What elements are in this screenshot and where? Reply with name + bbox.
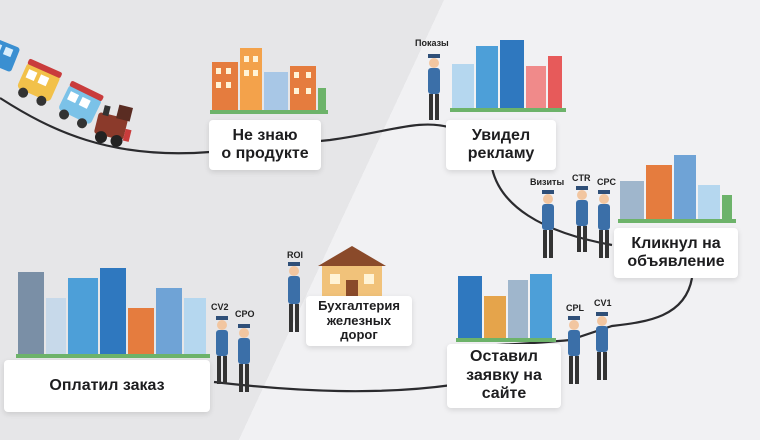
steam-train-icon [0,37,133,147]
stage-clicked-card: Кликнул на объявление [614,228,738,278]
metric-cv1-label: CV1 [594,298,612,308]
house-icon [314,246,392,302]
stage-paid-card: Оплатил заказ [4,360,210,412]
inspector-icon [238,324,250,392]
city-buildings-icon [456,274,556,342]
metric-visits-label: Визиты [530,177,565,187]
city-buildings-icon [618,155,736,223]
metric-cv2-label: CV2 [211,302,229,312]
stage-accounting-card: Бухгалтерия железных дорог [306,296,412,346]
inspector-icon [216,316,228,384]
inspector-icon [428,54,440,120]
stage-left-request-card: Оставил заявку на сайте [447,344,561,408]
inspector-icon [288,262,300,332]
city-buildings-icon [210,48,328,114]
metric-cpc-label: CPC [597,177,617,187]
railway-track [0,97,694,393]
inspector-icon [598,190,610,258]
metric-roi-label: ROI [287,250,304,260]
metric-cpl-label: CPL [566,303,584,313]
metric-impressions-label: Показы [415,38,449,48]
stage-unaware-card: Не знаю о продукте [209,120,321,170]
inspector-icon [568,316,580,384]
city-buildings-icon [16,268,210,358]
inspector-icon [596,312,608,380]
inspector-icon [542,190,554,258]
city-buildings-icon [450,40,566,112]
inspector-icon [576,186,588,252]
metric-cpo-label: CPO [235,309,255,319]
metric-ctr-label: CTR [572,173,591,183]
stage-saw-ad-card: Увидел рекламу [446,120,556,170]
